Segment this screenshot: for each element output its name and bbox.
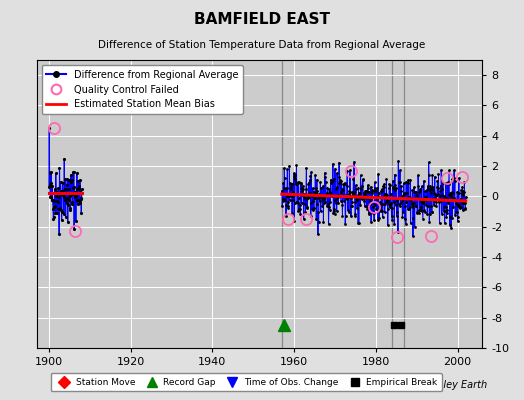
Text: BAMFIELD EAST: BAMFIELD EAST (194, 12, 330, 27)
Text: Difference of Station Temperature Data from Regional Average: Difference of Station Temperature Data f… (99, 40, 425, 50)
Legend: Difference from Regional Average, Quality Control Failed, Estimated Station Mean: Difference from Regional Average, Qualit… (41, 65, 243, 114)
Legend: Station Move, Record Gap, Time of Obs. Change, Empirical Break: Station Move, Record Gap, Time of Obs. C… (51, 374, 442, 392)
Text: Berkeley Earth: Berkeley Earth (415, 380, 487, 390)
